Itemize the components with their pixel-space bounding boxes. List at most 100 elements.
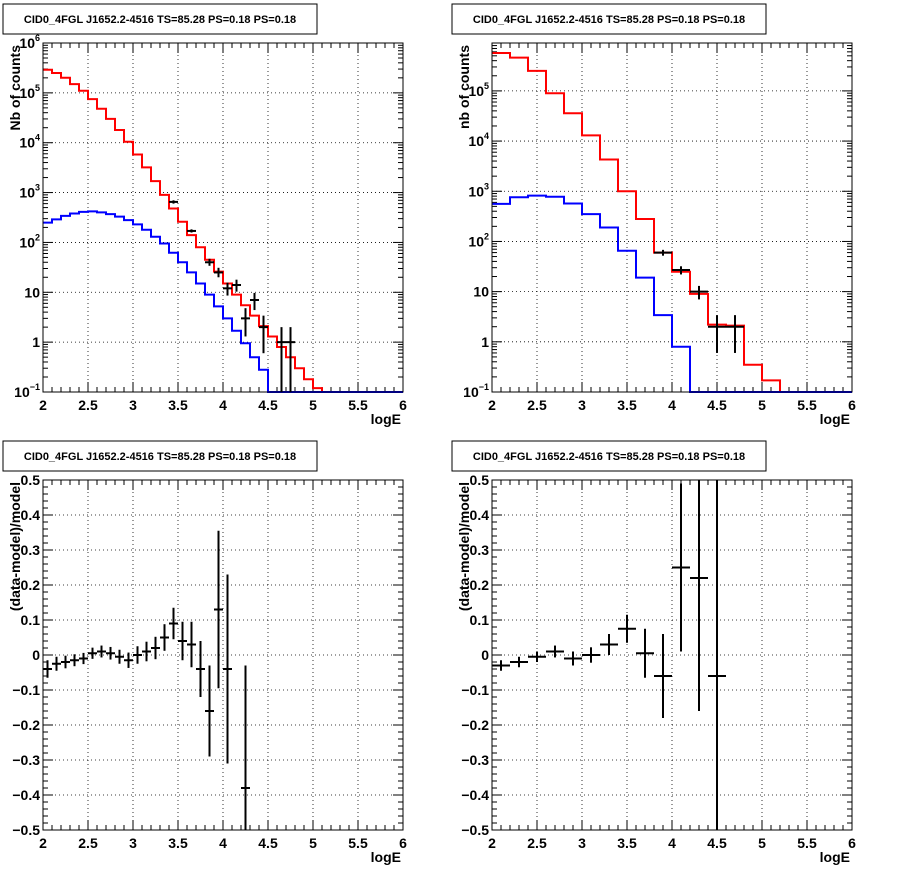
y-tick-label: 10−1 — [463, 382, 489, 400]
x-tick-label: 5.5 — [797, 397, 817, 413]
residual-point — [205, 665, 214, 757]
x-tick-label: 2 — [39, 835, 47, 851]
residual-point — [187, 621, 196, 668]
x-tick-label: 2.5 — [78, 835, 98, 851]
x-tick-label: 5 — [758, 397, 766, 413]
data-point — [672, 266, 690, 275]
title-text: CID0_4FGL J1652.2-4516 TS=85.28 PS=0.18 … — [473, 14, 745, 26]
x-tick-labels: 2 2.5 3 3.5 4 4.5 5 5.5 6 — [39, 835, 407, 851]
plot-area — [492, 480, 726, 830]
y-axis-title: (data-model)/model — [456, 482, 472, 611]
x-tick-label: 6 — [399, 835, 407, 851]
total_model-histogram — [43, 68, 403, 393]
x-tick-labels: 2 2.5 3 3.5 4 4.5 5 5.5 6 — [39, 397, 407, 413]
y-tick-label: −0.1 — [12, 682, 40, 698]
residual-point — [636, 628, 654, 678]
y-tick-label: 10 — [473, 284, 489, 300]
data-point — [169, 200, 178, 204]
residual-point — [43, 660, 52, 678]
y-axis-title: Nb of counts — [7, 45, 23, 131]
y-tick-label: 0.3 — [21, 542, 41, 558]
panel-1: CID0_4FGL J1652.2-4516 TS=85.28 PS=0.18 … — [2, 3, 407, 427]
x-tick-label: 2.5 — [527, 397, 547, 413]
residual-point — [151, 636, 160, 660]
grid — [42, 42, 404, 393]
x-tick-label: 4.5 — [707, 835, 727, 851]
residual-point — [528, 651, 546, 662]
y-tick-label: 0 — [32, 647, 40, 663]
data-point — [690, 285, 708, 300]
y-tick-label: 105 — [19, 83, 40, 101]
residual-point — [241, 665, 250, 830]
y-tick-label: 104 — [19, 133, 40, 151]
x-tick-label: 4 — [668, 397, 676, 413]
panel-title: CID0_4FGL J1652.2-4516 TS=85.28 PS=0.18 … — [2, 3, 318, 35]
y-tick-label: 103 — [468, 181, 489, 199]
title-text: CID0_4FGL J1652.2-4516 TS=85.28 PS=0.18 … — [24, 451, 296, 463]
y-tick-label: −0.2 — [461, 717, 489, 733]
x-tick-label: 2.5 — [78, 397, 98, 413]
data-point — [223, 282, 232, 296]
x-tick-label: 3 — [129, 835, 137, 851]
residual-point — [142, 641, 151, 662]
data-point — [259, 315, 268, 354]
x-tick-label: 3.5 — [168, 397, 188, 413]
residual-point — [654, 634, 672, 718]
grid — [42, 479, 404, 831]
residual-point — [600, 634, 618, 655]
x-tick-label: 4 — [668, 835, 676, 851]
x-tick-label: 3.5 — [617, 397, 637, 413]
y-tick-labels: −0.5 −0.4 −0.3 −0.2 −0.1 0 0.1 0.2 0.3 0.4 0.5 — [12, 472, 40, 838]
residual-point — [106, 646, 115, 660]
x-tick-labels: 2 2.5 3 3.5 4 4.5 5 5.5 6 — [488, 835, 856, 851]
panel-3: CID0_4FGL J1652.2-4516 TS=85.28 PS=0.18 … — [2, 440, 407, 865]
panel-title: CID0_4FGL J1652.2-4516 TS=85.28 PS=0.18 … — [451, 3, 767, 35]
x-tick-label: 2.5 — [527, 835, 547, 851]
data-point — [654, 249, 672, 256]
residual-point — [97, 645, 106, 658]
residual-point — [160, 624, 169, 651]
x-tick-label: 4.5 — [707, 397, 727, 413]
title-text: CID0_4FGL J1652.2-4516 TS=85.28 PS=0.18 … — [473, 451, 745, 463]
residual-point — [88, 647, 97, 659]
y-tick-label: 106 — [19, 33, 40, 51]
source_model-histogram — [492, 194, 852, 393]
data-point — [232, 279, 241, 292]
y-tick-label: −0.5 — [12, 822, 40, 838]
y-tick-label: 103 — [19, 183, 40, 201]
x-tick-label: 5.5 — [797, 835, 817, 851]
x-tick-label: 6 — [848, 397, 856, 413]
y-tick-label: −0.2 — [12, 717, 40, 733]
y-tick-label: 0.1 — [21, 612, 41, 628]
y-tick-labels: 10−1 1 10 102 103 104 105 106 — [14, 33, 40, 400]
x-tick-labels: 2 2.5 3 3.5 4 4.5 5 5.5 6 — [488, 397, 856, 413]
title-text: CID0_4FGL J1652.2-4516 TS=85.28 PS=0.18 … — [24, 14, 296, 26]
residual-point — [52, 656, 61, 671]
residual-point — [169, 607, 178, 640]
y-tick-label: 105 — [468, 81, 489, 99]
y-tick-label: 10−1 — [14, 382, 40, 400]
data-point — [241, 308, 250, 337]
x-tick-label: 3.5 — [168, 835, 188, 851]
data-point — [250, 292, 259, 311]
y-tick-label: 0.2 — [470, 577, 490, 593]
x-tick-label: 5 — [309, 835, 317, 851]
x-tick-label: 6 — [399, 397, 407, 413]
data-point — [205, 258, 214, 266]
data-point — [708, 315, 726, 353]
data-point — [214, 267, 223, 278]
plot-frame — [491, 42, 853, 393]
y-tick-label: 10 — [24, 284, 40, 300]
x-tick-label: 5.5 — [348, 397, 368, 413]
residual-point — [79, 652, 88, 665]
y-tick-label: 0.4 — [21, 507, 41, 523]
x-tick-label: 4.5 — [258, 397, 278, 413]
x-tick-label: 3 — [129, 397, 137, 413]
plot-area — [43, 530, 250, 830]
x-axis-title: logE — [371, 411, 401, 427]
title-box — [451, 440, 767, 472]
y-tick-label: −0.4 — [12, 787, 40, 803]
y-axis-title: (data-model)/model — [7, 482, 23, 611]
residual-point — [115, 649, 124, 664]
y-tick-label: 0.4 — [470, 507, 490, 523]
